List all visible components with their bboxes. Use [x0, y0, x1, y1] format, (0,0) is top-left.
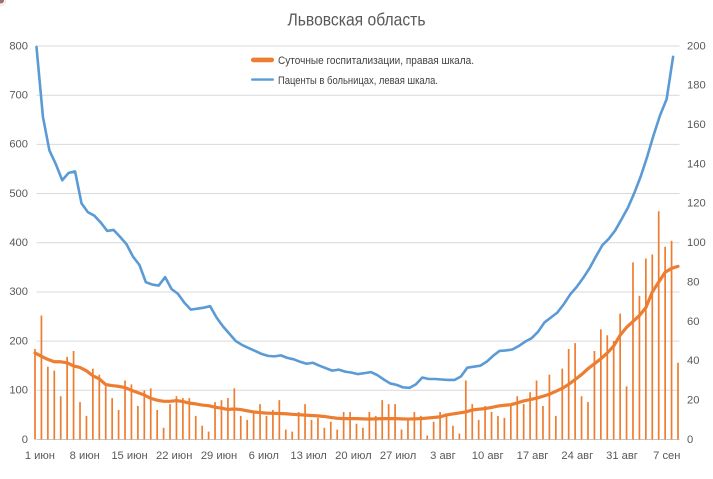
svg-text:700: 700 — [9, 90, 28, 102]
svg-text:31 авг: 31 авг — [606, 450, 638, 462]
svg-text:60: 60 — [687, 316, 699, 328]
svg-text:29 июн: 29 июн — [201, 450, 237, 462]
svg-text:140: 140 — [687, 158, 706, 170]
svg-text:300: 300 — [9, 286, 28, 298]
svg-text:600: 600 — [9, 139, 28, 151]
svg-text:0: 0 — [22, 434, 28, 446]
svg-text:200: 200 — [9, 335, 28, 347]
svg-text:24 авг: 24 авг — [561, 450, 593, 462]
svg-text:22 июн: 22 июн — [156, 450, 192, 462]
svg-text:3 авг: 3 авг — [430, 450, 456, 462]
svg-text:800: 800 — [9, 40, 28, 52]
svg-text:Паценты в больницах, левая шка: Паценты в больницах, левая шкала. — [278, 75, 438, 87]
svg-text:17 авг: 17 авг — [517, 450, 549, 462]
svg-text:40: 40 — [687, 355, 699, 367]
svg-text:10 авг: 10 авг — [472, 450, 504, 462]
svg-text:Суточные госпитализации, права: Суточные госпитализации, правая шкала. — [278, 55, 474, 67]
svg-text:100: 100 — [9, 385, 28, 397]
svg-text:15 июн: 15 июн — [111, 450, 147, 462]
svg-text:8 июн: 8 июн — [70, 450, 100, 462]
svg-text:100: 100 — [687, 237, 706, 249]
svg-text:27 июл: 27 июл — [380, 450, 416, 462]
svg-text:400: 400 — [9, 237, 28, 249]
svg-text:Львовская область: Львовская область — [288, 10, 426, 30]
svg-text:160: 160 — [687, 119, 706, 131]
svg-text:500: 500 — [9, 188, 28, 200]
svg-text:13 июл: 13 июл — [290, 450, 326, 462]
svg-text:180: 180 — [687, 80, 706, 92]
svg-text:7 сен: 7 сен — [653, 450, 680, 462]
svg-text:120: 120 — [687, 198, 706, 210]
svg-text:200: 200 — [687, 40, 706, 52]
svg-text:20 июл: 20 июл — [335, 450, 371, 462]
svg-text:0: 0 — [687, 434, 693, 446]
svg-text:6 июл: 6 июл — [249, 450, 279, 462]
svg-text:20: 20 — [687, 394, 699, 406]
svg-text:80: 80 — [687, 276, 699, 288]
svg-text:1 июн: 1 июн — [25, 450, 55, 462]
